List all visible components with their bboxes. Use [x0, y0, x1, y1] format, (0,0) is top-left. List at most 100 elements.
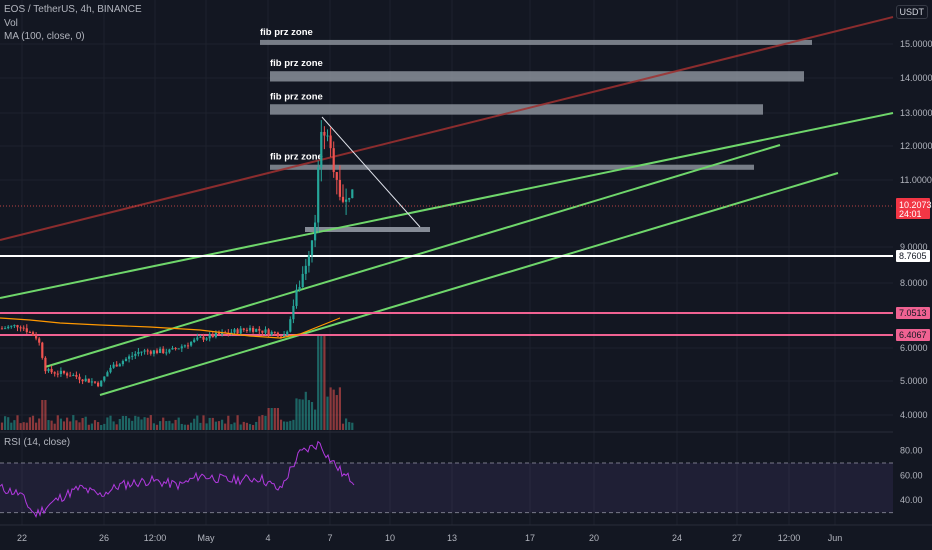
time-tick-label: 27	[732, 533, 742, 543]
candle-body	[233, 329, 236, 333]
volume-bar	[273, 408, 276, 430]
candle	[69, 371, 72, 377]
volume-bar	[332, 389, 335, 430]
candle-body	[75, 375, 78, 377]
candle-body	[25, 328, 28, 333]
candle-body	[162, 348, 165, 354]
candle-body	[323, 131, 326, 136]
volume-bar	[162, 417, 165, 430]
candle	[255, 328, 258, 333]
candle	[326, 129, 329, 142]
price-tick-label: 6.0000	[900, 343, 928, 353]
candle	[62, 370, 66, 375]
rsi-legend: RSI (14, close)	[4, 437, 71, 448]
candle	[0, 326, 4, 330]
candle-body	[4, 328, 7, 330]
price-axis: 4.0000 5.0000 6.0000 8.0000 9.0000 11.0000 12.…	[896, 39, 932, 505]
volume-bar	[146, 417, 149, 430]
volume-bar	[93, 420, 97, 430]
candle-body	[314, 222, 317, 241]
volume-bar	[97, 422, 100, 430]
candle-body	[236, 329, 239, 334]
candle	[81, 379, 84, 385]
candle	[273, 331, 276, 336]
candle	[183, 344, 186, 348]
level-tag	[896, 250, 930, 262]
candle-body	[124, 358, 128, 362]
volume-bar	[53, 423, 56, 430]
volume-bar	[211, 417, 214, 430]
candle	[10, 325, 13, 329]
candle-body	[264, 329, 267, 333]
volume-bar	[124, 416, 128, 430]
rsi-line	[0, 440, 355, 519]
fib-zone-label: fib prz zone	[270, 152, 323, 163]
fib-zone-box	[260, 39, 812, 45]
candle	[59, 367, 62, 377]
candle-body	[242, 328, 245, 330]
candle	[196, 333, 199, 342]
candle-body	[217, 332, 221, 335]
candle	[252, 325, 255, 334]
volume-bar	[84, 416, 87, 430]
candle	[261, 330, 264, 337]
candle	[180, 344, 183, 352]
volume-bar	[134, 415, 137, 430]
volume-bar	[109, 415, 112, 430]
candle-body	[140, 351, 143, 353]
candle	[233, 327, 236, 334]
candle-body	[112, 364, 115, 368]
volume-bar	[196, 415, 199, 430]
rsi-tick-label: 60.00	[900, 470, 923, 480]
fib-zone-box	[270, 104, 763, 115]
rsi-tick-label: 80.00	[900, 446, 923, 456]
candle	[50, 365, 53, 374]
level-tag-label: 7.0513	[899, 308, 927, 318]
candle-body	[289, 319, 292, 332]
candle-body	[134, 353, 137, 356]
candle-body	[252, 327, 255, 332]
candle-body	[56, 373, 59, 375]
candle	[295, 284, 298, 309]
volume-bar	[261, 415, 264, 430]
candle-body	[202, 336, 205, 340]
candle	[131, 351, 134, 360]
candle-body	[121, 361, 124, 365]
candle	[22, 325, 25, 332]
volume-bar	[137, 416, 140, 430]
volume-bar	[50, 420, 53, 430]
volume-bar	[335, 395, 338, 430]
candle-body	[190, 342, 193, 346]
price-tick-label: 14.0000	[900, 73, 932, 83]
candle	[106, 370, 109, 377]
candle	[276, 331, 279, 337]
candle	[323, 126, 326, 150]
candle	[149, 349, 152, 356]
candle	[248, 325, 252, 333]
volume-bar	[323, 335, 326, 430]
price-tick-label: 12.0000	[900, 141, 932, 151]
ma-legend: MA (100, close, 0)	[4, 31, 85, 42]
candle-body	[345, 199, 348, 202]
price-tick-label: 13.0000	[900, 108, 932, 118]
volume-bar	[72, 415, 75, 430]
volume-bar	[115, 424, 118, 430]
candle-body	[165, 352, 168, 354]
candle-body	[248, 327, 252, 331]
candle	[146, 348, 149, 355]
price-tick-label: 11.0000	[900, 175, 932, 185]
volume-bar	[230, 424, 233, 430]
candle	[137, 348, 140, 357]
candle	[335, 171, 338, 195]
time-tick-label: 12:00	[778, 533, 801, 543]
time-tick-label: 13	[447, 533, 457, 543]
candle-body	[131, 355, 134, 357]
candle-body	[128, 356, 131, 359]
candle-body	[115, 364, 118, 367]
candle-body	[332, 148, 335, 173]
candle	[155, 348, 159, 355]
candle-body	[97, 382, 100, 387]
currency-selector[interactable]: USDT	[895, 5, 928, 19]
candle	[286, 330, 289, 337]
